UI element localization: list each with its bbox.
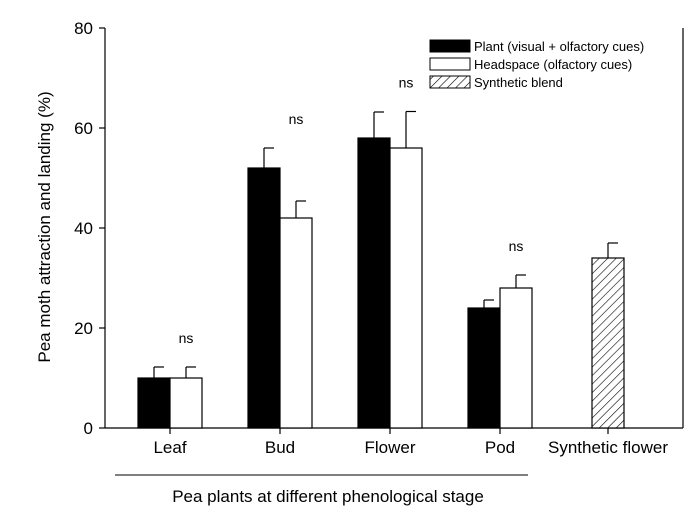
x-tick-label-leaf: Leaf [153, 438, 186, 457]
bar-synthetic-blend-synthetic-flower [591, 257, 625, 429]
y-tick-label: 60 [74, 119, 93, 138]
legend-swatch-headspace-olfactory-cues [429, 57, 471, 71]
x-axis-title: Pea plants at different phenological sta… [172, 487, 484, 506]
x-tick-label-synthetic-flower: Synthetic flower [548, 438, 668, 457]
x-tick-label-flower: Flower [364, 438, 415, 457]
legend: Plant (visual + olfactory cues) Headspace… [429, 39, 644, 90]
legend-label-headspace-olfactory-cues: Headspace (olfactory cues) [474, 57, 632, 72]
x-tick-label-bud: Bud [265, 438, 295, 457]
legend-label-synthetic-blend: Synthetic blend [474, 75, 563, 90]
bar-plant-visual-olfactory-cues-flower [357, 137, 391, 429]
bar-headspace-olfactory-cues-bud [279, 217, 313, 429]
bar-headspace-olfactory-cues-leaf [169, 377, 203, 429]
bar-plant-visual-olfactory-cues-pod [467, 307, 501, 429]
legend-swatch-plant-visual-olfactory-cues [429, 39, 471, 53]
annotation-bud: ns [289, 111, 304, 127]
y-tick-label: 0 [84, 419, 93, 438]
bar-headspace-olfactory-cues-pod [499, 287, 533, 429]
annotation-flower: ns [399, 75, 414, 91]
legend-label-plant-visual-olfactory-cues: Plant (visual + olfactory cues) [474, 39, 644, 54]
bar-plant-visual-olfactory-cues-leaf [137, 377, 171, 429]
annotation-pod: ns [509, 238, 524, 254]
y-tick-label: 40 [74, 219, 93, 238]
y-axis-title: Pea moth attraction and landing (%) [35, 91, 54, 362]
bar-plant-visual-olfactory-cues-bud [247, 167, 281, 429]
bar-headspace-olfactory-cues-flower [389, 147, 423, 429]
annotation-leaf: ns [179, 330, 194, 346]
y-tick-label: 20 [74, 319, 93, 338]
plot-area: 0 20 40 60 80 Leaf Bud Flower Pod Synthetic flowe… [74, 19, 684, 457]
y-tick-label: 80 [74, 19, 93, 38]
legend-swatch-synthetic-blend [429, 75, 471, 89]
x-tick-label-pod: Pod [485, 438, 515, 457]
